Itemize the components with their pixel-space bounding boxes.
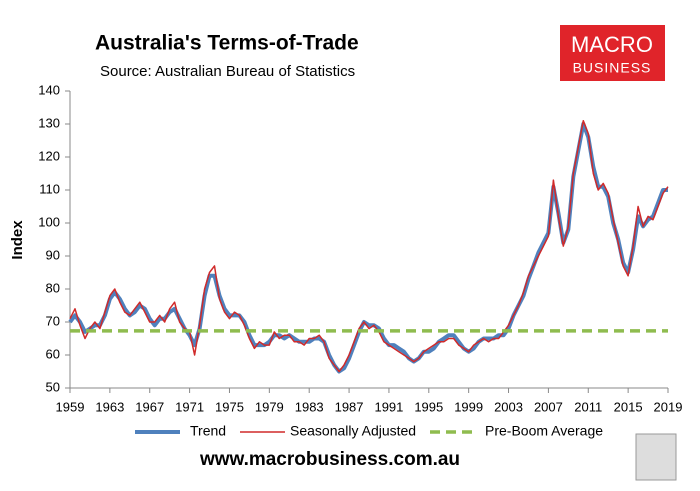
x-tick-label: 2003 xyxy=(494,399,523,414)
footer: www.macrobusiness.com.au xyxy=(199,449,460,470)
x-tick-label: 1963 xyxy=(95,399,124,414)
y-tick-label: 50 xyxy=(46,379,60,394)
y-tick-label: 100 xyxy=(38,214,60,229)
x-tick-label: 1967 xyxy=(135,399,164,414)
x-tick-label: 1959 xyxy=(56,399,85,414)
chart-title: Australia's Terms-of-Trade xyxy=(95,32,359,55)
logo-icon xyxy=(635,433,677,481)
x-tick-label: 2007 xyxy=(534,399,563,414)
x-tick-label: 1971 xyxy=(175,399,204,414)
x-tick-label: 1995 xyxy=(414,399,443,414)
y-tick-label: 70 xyxy=(46,313,60,328)
x-tick-label: 1999 xyxy=(454,399,483,414)
legend-label: Pre-Boom Average xyxy=(485,423,603,439)
series-line xyxy=(69,119,669,373)
x-tick-label: 1987 xyxy=(335,399,364,414)
y-tick-label: 90 xyxy=(46,247,60,262)
x-tick-label: 2015 xyxy=(614,399,643,414)
y-tick-label: 80 xyxy=(46,280,60,295)
y-tick-label: 140 xyxy=(38,82,60,97)
x-tick-label: 1979 xyxy=(255,399,284,414)
logo-text: BUSINESS xyxy=(573,60,652,76)
chart-subtitle: Source: Australian Bureau of Statistics xyxy=(100,63,355,80)
y-axis-label: Index xyxy=(9,220,26,260)
x-tick-label: 1991 xyxy=(374,399,403,414)
x-tick-label: 2019 xyxy=(654,399,683,414)
logo-text: MACRO xyxy=(571,32,653,57)
y-tick-label: 60 xyxy=(46,346,60,361)
y-tick-label: 110 xyxy=(39,181,60,196)
logo-box xyxy=(560,25,665,81)
x-tick-label: 1975 xyxy=(215,399,244,414)
x-tick-label: 2011 xyxy=(574,399,602,414)
series-line xyxy=(68,122,668,374)
y-tick-label: 120 xyxy=(38,148,60,163)
y-tick-label: 130 xyxy=(38,115,60,130)
legend-label: Seasonally Adjusted xyxy=(290,423,416,439)
legend-label: Trend xyxy=(190,423,226,439)
x-tick-label: 1983 xyxy=(295,399,324,414)
